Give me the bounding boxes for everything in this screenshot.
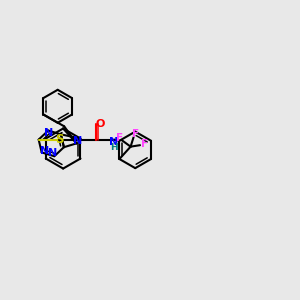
Text: F: F <box>141 139 148 149</box>
Text: F: F <box>116 133 123 142</box>
Text: N: N <box>40 146 49 156</box>
Text: N: N <box>110 137 119 147</box>
Text: H: H <box>110 143 118 152</box>
Text: N: N <box>73 136 82 146</box>
Text: F: F <box>132 129 140 139</box>
Text: S: S <box>55 133 64 146</box>
Text: N: N <box>44 128 53 139</box>
Text: N: N <box>48 148 58 158</box>
Text: O: O <box>96 119 105 129</box>
